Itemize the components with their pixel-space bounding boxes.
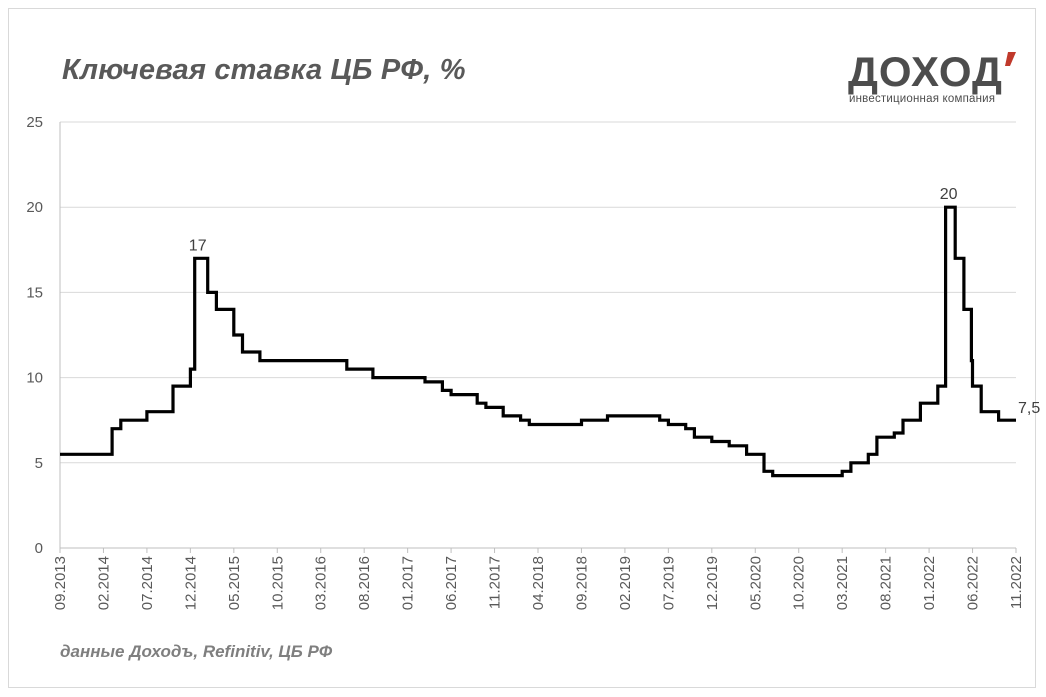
x-tick-label: 02.2014: [95, 556, 112, 610]
chart-title: Ключевая ставка ЦБ РФ, %: [62, 54, 466, 86]
y-axis: 0 5 10 15 20 25: [26, 114, 61, 557]
x-tick-label: 03.2016: [313, 556, 330, 610]
x-tick-label: 08.2016: [356, 556, 373, 610]
x-axis: 09.2013 02.2014 07.2014 12.2014 05.2015 10.20…: [52, 547, 1025, 610]
x-tick-label: 03.2021: [834, 556, 851, 610]
logo-accent-icon: [1005, 52, 1016, 66]
x-tick-label: 09.2018: [573, 556, 590, 610]
y-tick-label: 20: [26, 199, 43, 216]
y-tick-label: 10: [26, 370, 43, 387]
x-tick-label: 07.2014: [139, 556, 156, 610]
x-tick-label: 11.2017: [487, 556, 504, 609]
logo-subtitle: инвестиционная компания: [849, 93, 996, 105]
x-tick-label: 07.2019: [660, 556, 677, 610]
data-labels: 17 20 7,5: [189, 186, 1041, 417]
x-tick-label: 02.2019: [617, 556, 634, 610]
x-tick-label: 06.2017: [443, 556, 460, 610]
x-tick-label: 01.2022: [921, 556, 938, 610]
company-logo: ДОХОД инвестиционная компания: [848, 50, 1018, 110]
x-tick-label: 06.2022: [965, 556, 982, 610]
y-tick-label: 25: [26, 114, 43, 131]
data-label: 20: [940, 186, 958, 203]
x-tick-label: 08.2021: [878, 556, 895, 610]
y-tick-label: 0: [35, 540, 43, 557]
chart-frame: [8, 8, 1036, 688]
y-tick-label: 5: [35, 455, 43, 472]
x-tick-label: 12.2019: [704, 556, 721, 610]
x-tick-label: 01.2017: [400, 556, 417, 610]
data-label: 7,5: [1018, 400, 1040, 417]
x-tick-label: 05.2020: [747, 556, 764, 610]
logo-wordmark: ДОХОД: [848, 48, 1003, 95]
x-tick-label: 04.2018: [530, 556, 547, 610]
rate-series-line: [60, 205, 1016, 478]
x-tick-label: 12.2014: [182, 556, 199, 610]
x-tick-label: 10.2020: [791, 556, 808, 610]
x-tick-label: 09.2013: [52, 556, 69, 610]
data-label: 17: [189, 237, 207, 254]
series-group: [60, 205, 1016, 478]
y-tick-label: 15: [26, 284, 43, 301]
x-tick-label: 10.2015: [269, 556, 286, 610]
x-tick-label: 11.2022: [1008, 556, 1025, 609]
x-tick-label: 05.2015: [226, 556, 243, 610]
data-source-note: данные Доходъ, Refinitiv, ЦБ РФ: [60, 642, 333, 661]
gridlines: [60, 121, 1016, 464]
